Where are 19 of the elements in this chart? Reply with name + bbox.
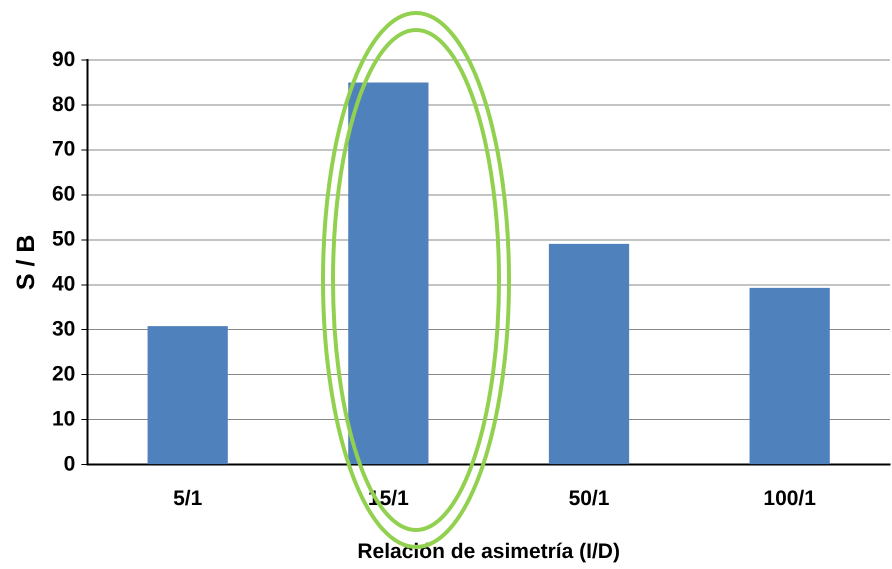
y-tick-label: 90 (52, 48, 76, 71)
y-tick-label: 20 (52, 362, 76, 386)
y-tick-label: 70 (52, 138, 76, 161)
y-axis-title: S / B (12, 234, 40, 290)
bar (750, 288, 830, 464)
y-tick-label: 10 (52, 407, 76, 430)
bar (148, 326, 228, 464)
x-tick-label: 5/1 (173, 486, 203, 510)
bar (348, 82, 428, 464)
y-tick-label: 0 (64, 452, 76, 476)
y-tick-label: 80 (52, 92, 76, 116)
y-tick-label: 30 (52, 318, 76, 341)
x-axis-title: Relación de asimetría (I/D) (357, 540, 620, 564)
x-tick-label: 100/1 (763, 486, 816, 510)
y-tick-label: 40 (52, 272, 76, 296)
bar (548, 244, 630, 464)
x-tick-label: 50/1 (568, 486, 610, 510)
y-tick-label: 50 (52, 228, 76, 251)
y-tick-label: 60 (52, 182, 76, 206)
